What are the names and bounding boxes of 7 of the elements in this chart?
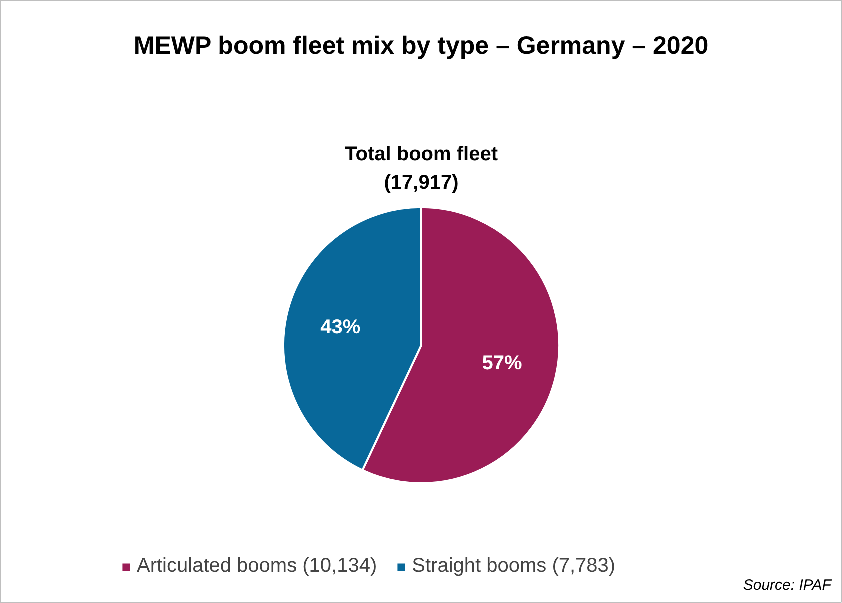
source-note: Source: IPAF xyxy=(743,577,832,594)
chart-subtitle: Total boom fleet (17,917) xyxy=(345,144,498,194)
legend-label: Straight booms (7,783) xyxy=(412,555,616,578)
data-label: 43% xyxy=(320,316,361,338)
legend-label: Articulated booms (10,134) xyxy=(137,555,378,578)
data-label: 57% xyxy=(482,352,523,375)
chart-title: MEWP boom fleet mix by type – Germany – 2020 xyxy=(134,32,709,60)
